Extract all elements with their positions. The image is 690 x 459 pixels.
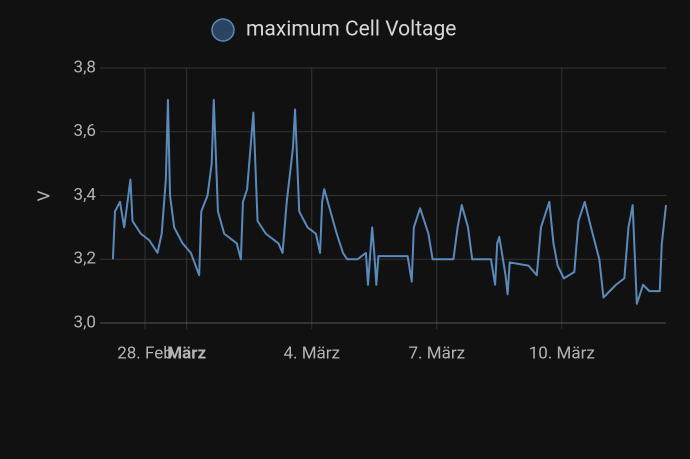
y-axis-label: V [34, 190, 54, 201]
y-tick-label: 3,2 [74, 249, 96, 269]
x-tick-label: 10. März [529, 343, 595, 363]
x-tick-label: 7. März [408, 343, 465, 363]
x-tick-label: 28. Feb [117, 343, 173, 363]
line [111, 98, 667, 305]
legend-label: maximum Cell Voltage [246, 18, 456, 42]
y-tick-label: 3,8 [74, 57, 96, 77]
y-tick-label: 3,6 [74, 121, 96, 141]
legend-marker [211, 18, 235, 42]
x-tick-label: März [167, 343, 206, 363]
y-tick-label: 3,4 [74, 185, 97, 205]
y-tick-label: 3,0 [74, 312, 96, 332]
x-tick-label: 4. März [283, 343, 340, 363]
